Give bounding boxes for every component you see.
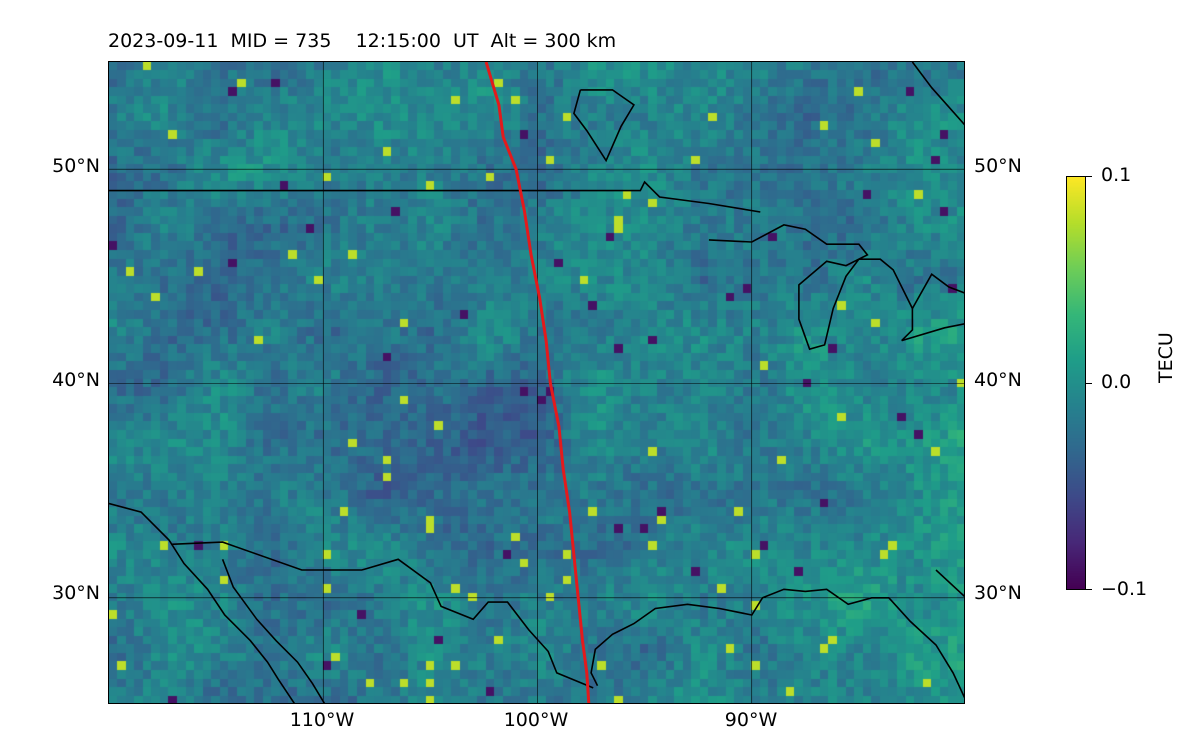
lat-label-40-left: 40°N bbox=[52, 369, 100, 391]
lon-label-100w: 100°W bbox=[503, 709, 569, 731]
coastline-segment bbox=[171, 541, 594, 689]
coastline-segment bbox=[935, 569, 964, 598]
map-overlay bbox=[109, 62, 964, 703]
coastline-segment bbox=[109, 502, 296, 703]
gridlines bbox=[109, 62, 964, 703]
colorbar-label-min: −0.1 bbox=[1101, 578, 1148, 600]
lat-label-30-right: 30°N bbox=[974, 582, 1022, 604]
colorbar-tick-min bbox=[1086, 589, 1092, 590]
map-plot-area bbox=[108, 61, 965, 704]
coastlines bbox=[109, 62, 964, 703]
title-mid: MID = 735 bbox=[230, 30, 332, 52]
lon-label-110w: 110°W bbox=[289, 709, 355, 731]
colorbar-label-zero: 0.0 bbox=[1101, 371, 1132, 393]
colorbar-label-max: 0.1 bbox=[1101, 164, 1132, 186]
coastline-segment bbox=[590, 588, 964, 699]
map-title: 2023-09-11 MID = 735 12:15:00 UT Alt = 3… bbox=[108, 30, 616, 52]
coastline-segment bbox=[911, 273, 964, 309]
colorbar-title: TECU bbox=[1155, 332, 1177, 383]
coastline-segment bbox=[708, 224, 964, 351]
coastline-segment bbox=[573, 89, 635, 163]
title-time: 12:15:00 UT bbox=[355, 30, 479, 52]
coastline-segment bbox=[911, 62, 964, 126]
colorbar-tick-max bbox=[1086, 176, 1092, 177]
tec-heatmap bbox=[109, 62, 964, 703]
terminator-line bbox=[484, 62, 591, 703]
title-date: 2023-09-11 bbox=[108, 30, 219, 52]
lat-label-50-right: 50°N bbox=[974, 155, 1022, 177]
lat-label-30-left: 30°N bbox=[52, 582, 100, 604]
coastline-segment bbox=[221, 559, 326, 703]
title-altitude: Alt = 300 km bbox=[490, 30, 617, 52]
lon-label-90w: 90°W bbox=[724, 709, 778, 731]
coastline-segment bbox=[109, 180, 761, 213]
colorbar-tick-zero bbox=[1086, 383, 1092, 384]
colorbar bbox=[1066, 176, 1086, 590]
lat-label-40-right: 40°N bbox=[974, 369, 1022, 391]
lat-label-50-left: 50°N bbox=[52, 155, 100, 177]
